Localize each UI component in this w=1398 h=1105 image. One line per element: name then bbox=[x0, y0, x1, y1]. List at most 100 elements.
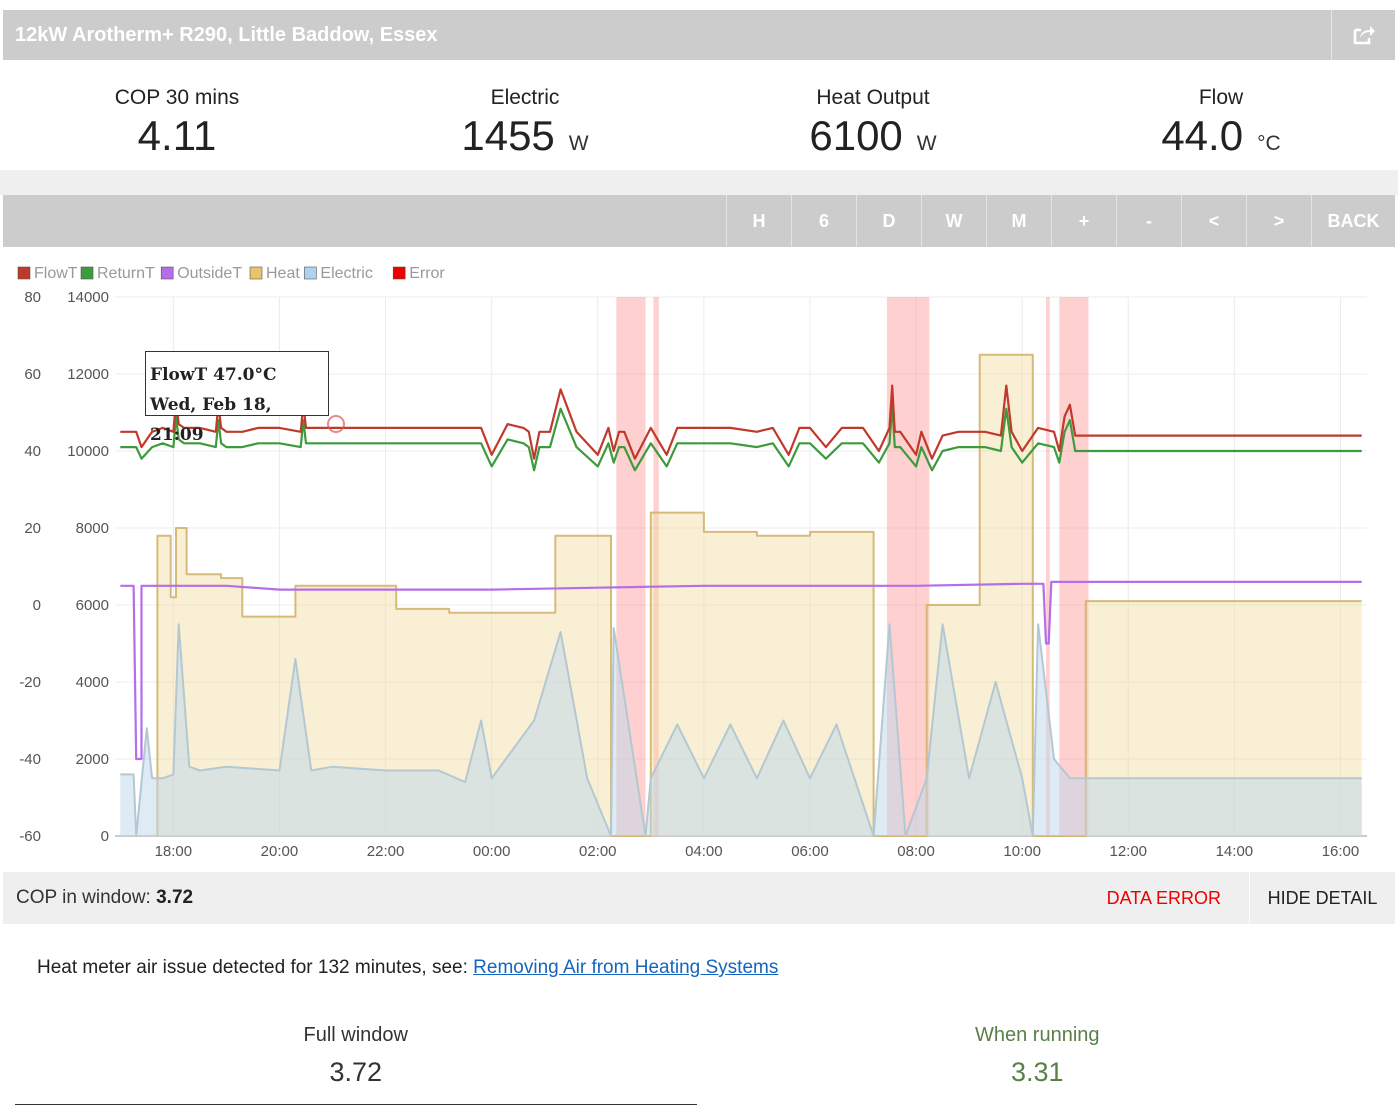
heat-series-line bbox=[156, 353, 1362, 837]
stat-cop: COP 30 mins 4.11 bbox=[3, 60, 351, 170]
heat-series-area bbox=[157, 354, 1362, 836]
tooltip-line2: Wed, Feb 18, 21:09 bbox=[150, 395, 272, 445]
notice-text: Heat meter air issue detected for 132 mi… bbox=[37, 957, 474, 978]
chart-footer: COP in window: 3.72 DATA ERROR HIDE DETA… bbox=[3, 872, 1395, 924]
x-tick-label: 22:00 bbox=[367, 843, 405, 860]
y-right-tick-label: 0 bbox=[101, 828, 109, 845]
legend-swatch-outsidet bbox=[160, 266, 174, 280]
share-icon bbox=[1353, 26, 1375, 45]
x-tick-label: 08:00 bbox=[897, 843, 935, 860]
legend-label-electric: Electric bbox=[320, 265, 372, 282]
stat-heat-output: Heat Output 6100 W bbox=[699, 60, 1047, 170]
summary-when-running[interactable]: When running 3.31 bbox=[697, 1022, 1379, 1105]
title-bar: 12kW Arotherm+ R290, Little Baddow, Esse… bbox=[3, 10, 1395, 60]
error-band bbox=[653, 297, 659, 836]
legend-swatch-returnt bbox=[80, 266, 94, 280]
pan-left-button[interactable]: < bbox=[1181, 195, 1246, 247]
legend-swatch-flowt bbox=[17, 266, 31, 280]
stat-label: Heat Output bbox=[816, 86, 930, 109]
tooltip-line1: FlowT 47.0°C bbox=[150, 365, 277, 385]
stat-value: 1455 W bbox=[461, 112, 589, 159]
electric-series-line bbox=[120, 623, 1362, 837]
chart-tooltip: FlowT 47.0°C Wed, Feb 18, 21:09 bbox=[145, 351, 329, 445]
y-left-tick-label: 40 bbox=[24, 443, 41, 460]
cop-in-window: COP in window: 3.72 bbox=[16, 872, 193, 924]
stats-panel: COP 30 mins 4.11 Electric 1455 W Heat Out… bbox=[3, 60, 1395, 170]
legend-label-flowt: FlowT bbox=[34, 265, 78, 282]
y-left-tick-label: -40 bbox=[19, 751, 41, 768]
cop-summary: Full window 3.72 When running 3.31 bbox=[15, 1022, 1378, 1105]
summary-label: When running bbox=[974, 1024, 1100, 1046]
y-right-tick-label: 10000 bbox=[67, 443, 109, 460]
y-left-tick-label: -60 bbox=[19, 828, 41, 845]
stat-value: 4.11 bbox=[137, 112, 217, 159]
heatpump-chart[interactable]: FlowT ReturnT OutsideT Heat Electric Error 18:… bbox=[3, 247, 1395, 872]
x-tick-label: 10:00 bbox=[1003, 843, 1041, 860]
stat-label: COP 30 mins bbox=[114, 86, 240, 109]
y-right-tick-label: 14000 bbox=[67, 289, 109, 306]
hide-detail-button[interactable]: HIDE DETAIL bbox=[1249, 872, 1395, 924]
error-band bbox=[1046, 297, 1050, 836]
range-month-button[interactable]: M bbox=[986, 195, 1051, 247]
stat-electric: Electric 1455 W bbox=[351, 60, 699, 170]
stat-label: Flow bbox=[1198, 86, 1244, 109]
legend-label-returnt: ReturnT bbox=[97, 265, 155, 282]
legend-swatch-heat bbox=[249, 266, 263, 280]
stat-value: 6100 W bbox=[809, 112, 937, 159]
chart-area: FlowT ReturnT OutsideT Heat Electric Error 18:… bbox=[3, 247, 1395, 872]
cop-label: COP in window: bbox=[16, 887, 151, 908]
y-left-tick-label: 20 bbox=[24, 520, 41, 537]
x-tick-label: 12:00 bbox=[1109, 843, 1147, 860]
x-tick-label: 18:00 bbox=[155, 843, 193, 860]
stat-unit: °C bbox=[1257, 132, 1281, 155]
y-left-tick-label: 0 bbox=[33, 597, 41, 614]
y-right-tick-label: 12000 bbox=[67, 366, 109, 383]
removing-air-link[interactable]: Removing Air from Heating Systems bbox=[473, 957, 779, 978]
error-band bbox=[1059, 297, 1089, 836]
cop-value: 3.72 bbox=[156, 887, 194, 908]
legend-label-error: Error bbox=[409, 265, 445, 282]
legend-label-heat: Heat bbox=[266, 265, 300, 282]
y-right-tick-label: 8000 bbox=[76, 520, 109, 537]
y-right-tick-label: 6000 bbox=[76, 597, 109, 614]
y-left-tick-label: 80 bbox=[24, 289, 41, 306]
zoom-in-button[interactable]: + bbox=[1051, 195, 1116, 247]
summary-full-window[interactable]: Full window 3.72 bbox=[15, 1022, 697, 1105]
data-error-button[interactable]: DATA ERROR bbox=[1106, 888, 1221, 908]
share-button[interactable] bbox=[1331, 10, 1395, 60]
zoom-out-button[interactable]: - bbox=[1116, 195, 1181, 247]
pan-right-button[interactable]: > bbox=[1246, 195, 1311, 247]
range-day-button[interactable]: D bbox=[856, 195, 921, 247]
x-tick-label: 20:00 bbox=[261, 843, 299, 860]
x-tick-label: 00:00 bbox=[473, 843, 511, 860]
summary-value: 3.31 bbox=[1010, 1057, 1064, 1087]
x-tick-label: 16:00 bbox=[1322, 843, 1360, 860]
range-hour-button[interactable]: H bbox=[726, 195, 791, 247]
summary-label: Full window bbox=[303, 1024, 408, 1046]
air-issue-notice: Heat meter air issue detected for 132 mi… bbox=[37, 957, 778, 979]
legend-swatch-electric bbox=[304, 266, 317, 280]
hover-marker bbox=[327, 415, 345, 433]
y-right-tick-label: 2000 bbox=[76, 751, 109, 768]
page-title: 12kW Arotherm+ R290, Little Baddow, Esse… bbox=[15, 24, 438, 46]
stat-unit: W bbox=[568, 132, 589, 155]
back-button[interactable]: BACK bbox=[1311, 195, 1395, 247]
flowt-series bbox=[120, 384, 1362, 460]
returnt-series bbox=[120, 403, 1362, 472]
x-tick-label: 02:00 bbox=[579, 843, 617, 860]
y-left-tick-label: 60 bbox=[24, 366, 41, 383]
range-week-button[interactable]: W bbox=[921, 195, 986, 247]
stat-value: 44.0 °C bbox=[1161, 112, 1281, 159]
x-tick-label: 04:00 bbox=[685, 843, 723, 860]
summary-value: 3.72 bbox=[329, 1057, 383, 1087]
y-right-tick-label: 4000 bbox=[76, 674, 109, 691]
range-6h-button[interactable]: 6 bbox=[791, 195, 856, 247]
electric-series-area bbox=[120, 624, 1362, 836]
legend-swatch-error bbox=[392, 266, 406, 280]
chart-toolbar: H 6 D W M + - < > BACK bbox=[3, 195, 1395, 247]
outsidet-series bbox=[120, 580, 1362, 761]
stat-flow: Flow 44.0 °C bbox=[1047, 60, 1395, 170]
x-tick-label: 14:00 bbox=[1216, 843, 1254, 860]
x-tick-label: 06:00 bbox=[791, 843, 829, 860]
legend-label-outsidet: OutsideT bbox=[177, 265, 242, 282]
